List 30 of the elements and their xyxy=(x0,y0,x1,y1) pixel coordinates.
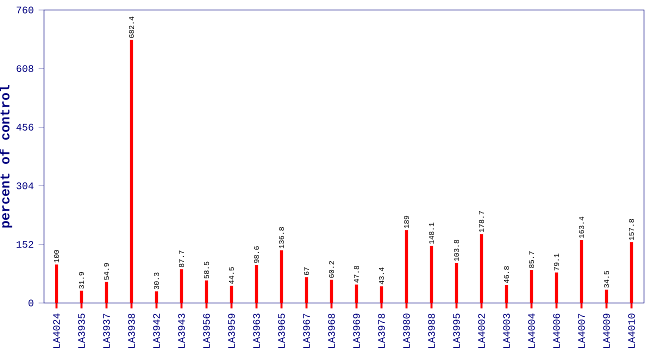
y-tick-label: 304 xyxy=(16,182,34,190)
y-tick-label: 608 xyxy=(16,65,34,72)
x-tick-label: LA3978 xyxy=(378,314,385,348)
x-tick-label: LA3935 xyxy=(78,314,85,348)
x-tick-label: LA4003 xyxy=(503,314,510,348)
x-tick-label: LA3963 xyxy=(253,314,260,348)
x-tick-label: LA3959 xyxy=(228,314,235,348)
x-tick-label: LA4024 xyxy=(53,314,60,348)
x-tick-label: LA3967 xyxy=(303,314,310,348)
x-tick-label: LA3937 xyxy=(103,314,110,348)
x-tick-label: LA3956 xyxy=(203,314,210,348)
x-tick-label: LA4006 xyxy=(553,314,560,348)
x-tick-label: LA4002 xyxy=(478,314,485,348)
y-tick-label: 760 xyxy=(16,6,34,14)
y-tick-label: 456 xyxy=(16,124,34,131)
x-tick-label: LA3968 xyxy=(328,314,335,348)
x-tick-label: LA4010 xyxy=(628,314,635,348)
x-tick-label: LA3965 xyxy=(278,314,285,348)
x-tick-label: LA4004 xyxy=(528,314,535,348)
x-tick-label: LA3938 xyxy=(128,314,135,348)
x-tick-label: LA3995 xyxy=(453,314,460,348)
x-tick-label: LA3988 xyxy=(428,314,435,348)
y-tick-label: 152 xyxy=(16,241,34,248)
x-tick-label: LA3943 xyxy=(178,314,185,348)
x-tick-label: LA4007 xyxy=(578,314,585,348)
x-tick-label: LA4009 xyxy=(603,314,610,348)
y-tick-label: 0 xyxy=(28,300,34,306)
x-tick-label: LA3969 xyxy=(353,314,360,348)
x-tick-label: LA3980 xyxy=(403,314,410,348)
x-tick-label: LA3942 xyxy=(153,314,160,348)
